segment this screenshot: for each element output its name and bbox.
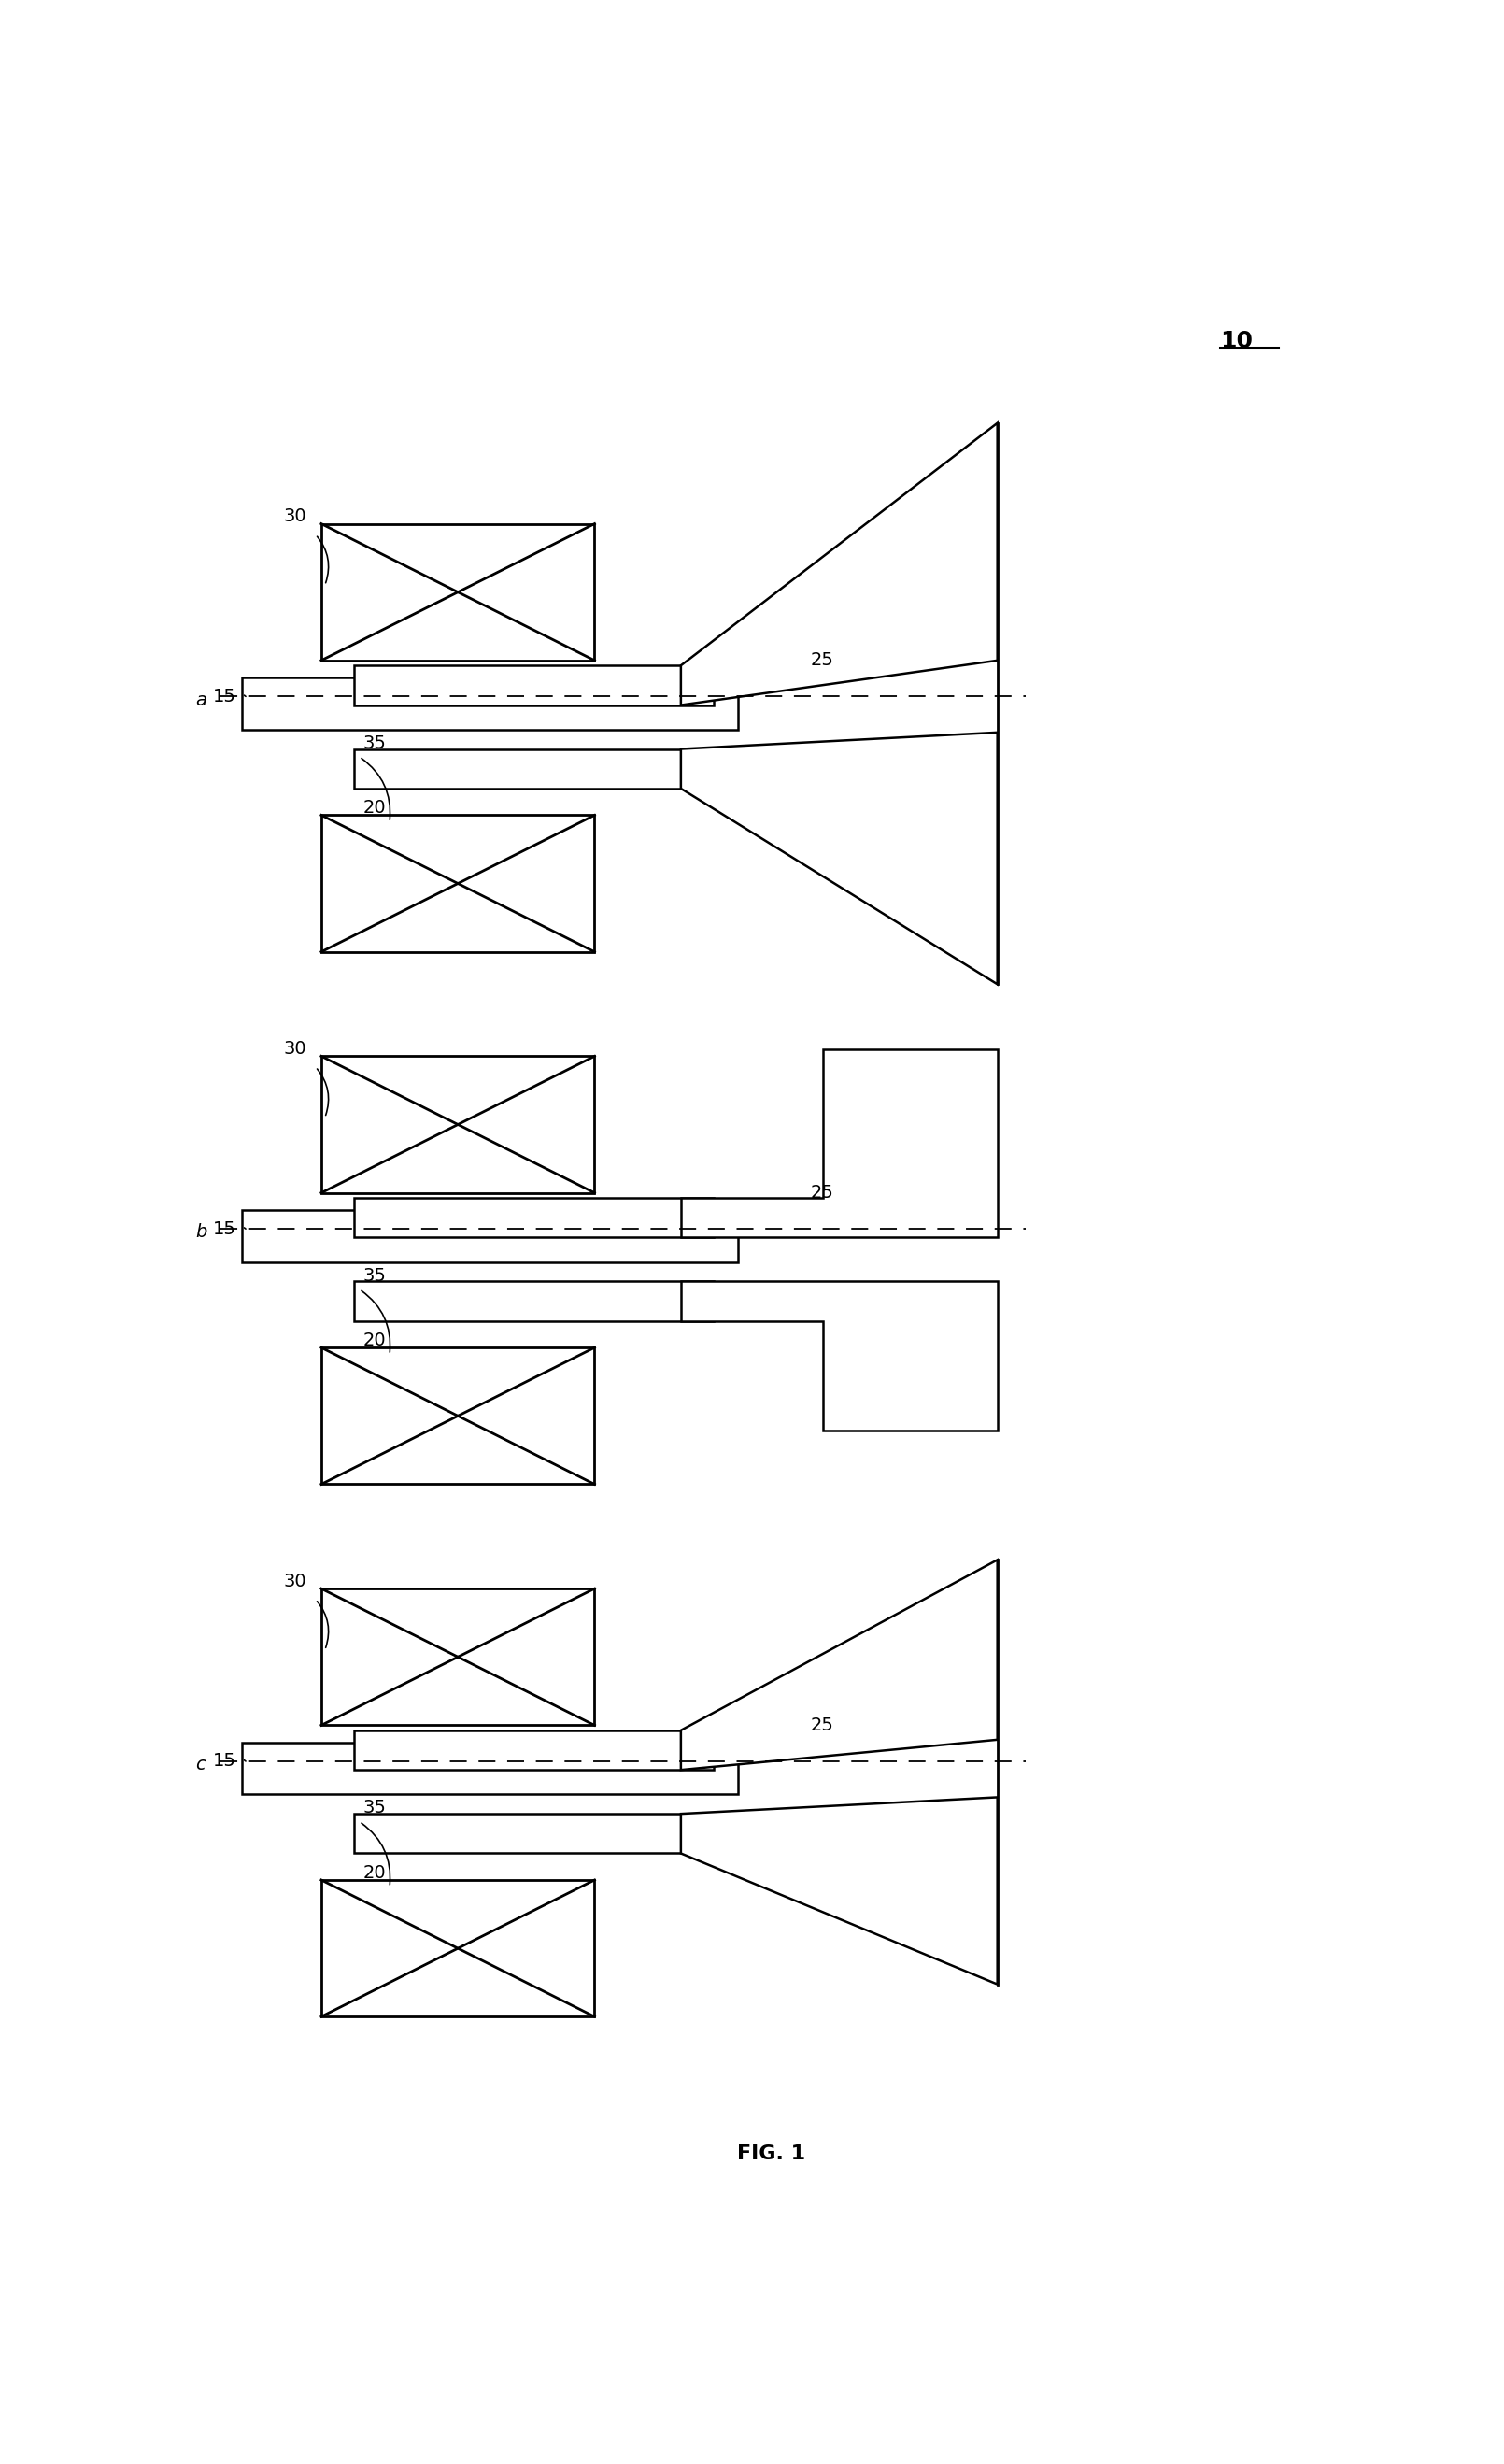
Bar: [322, 525, 594, 660]
Bar: [353, 1814, 713, 1853]
Bar: [353, 665, 713, 705]
Bar: [322, 1880, 594, 2016]
Bar: [242, 1742, 738, 1794]
Bar: [242, 678, 738, 729]
Bar: [353, 1198, 713, 1237]
Text: 10: 10: [1220, 330, 1253, 352]
Bar: [353, 1281, 713, 1321]
Bar: [322, 1057, 594, 1193]
Text: 25: 25: [811, 650, 833, 670]
Polygon shape: [681, 1560, 997, 1769]
Text: a: a: [196, 692, 206, 710]
Polygon shape: [681, 1050, 997, 1237]
Bar: [322, 816, 594, 951]
Bar: [353, 749, 713, 788]
Text: c: c: [196, 1757, 206, 1774]
Text: 20: 20: [362, 1331, 387, 1350]
Text: 35: 35: [362, 1266, 387, 1284]
Bar: [322, 1348, 594, 1483]
Text: FIG. 1: FIG. 1: [737, 2144, 805, 2163]
Text: 25: 25: [811, 1185, 833, 1202]
Bar: [353, 1730, 713, 1769]
Text: 25: 25: [811, 1717, 833, 1735]
Polygon shape: [681, 424, 997, 705]
Bar: [353, 1198, 713, 1237]
Text: 35: 35: [362, 1799, 387, 1816]
Bar: [353, 749, 713, 788]
Text: 15: 15: [214, 1752, 236, 1769]
Text: 30: 30: [284, 1572, 307, 1589]
Bar: [353, 1814, 713, 1853]
Bar: [353, 665, 713, 705]
Polygon shape: [681, 1281, 997, 1429]
Polygon shape: [681, 732, 997, 983]
Bar: [322, 1589, 594, 1725]
Text: b: b: [196, 1225, 208, 1242]
Bar: [242, 1742, 738, 1794]
Text: 15: 15: [214, 687, 236, 705]
Text: 30: 30: [284, 508, 307, 525]
Text: 20: 20: [362, 1863, 387, 1882]
Bar: [242, 1210, 738, 1262]
Bar: [242, 1210, 738, 1262]
Text: 20: 20: [362, 798, 387, 818]
Polygon shape: [681, 1796, 997, 1984]
Bar: [353, 1730, 713, 1769]
Bar: [353, 1281, 713, 1321]
Text: 15: 15: [214, 1220, 236, 1237]
Text: 30: 30: [284, 1040, 307, 1057]
Bar: [242, 678, 738, 729]
Text: 35: 35: [362, 734, 387, 752]
